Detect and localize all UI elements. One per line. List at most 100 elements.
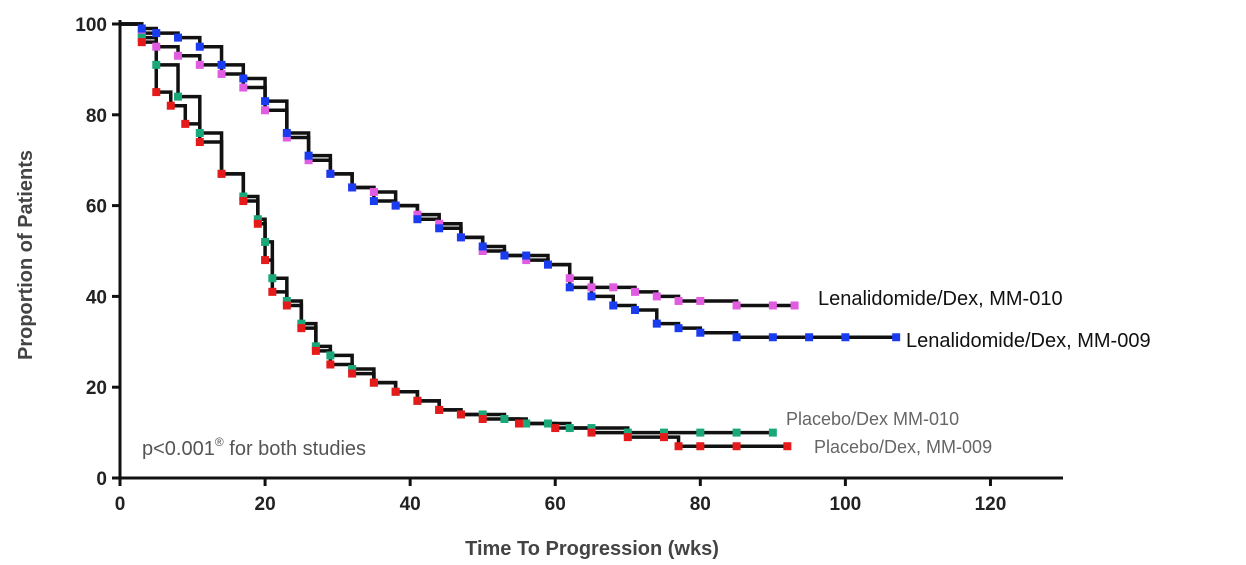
censor-mark-len-010 [522,256,531,265]
censor-mark-plc-009 [674,442,683,451]
censor-mark-plc-009 [311,346,320,355]
censor-mark-len-009 [841,333,850,342]
censor-mark-plc-009 [369,378,378,387]
x-tick-label: 0 [115,494,126,515]
censor-mark-len-010 [478,247,487,255]
censor-mark-len-009 [565,283,574,292]
y-tick-label: 80 [86,106,107,127]
censor-mark-plc-009 [391,387,400,396]
censor-mark-plc-009 [253,219,262,228]
censor-mark-len-009 [696,328,705,337]
censor-mark-len-010 [732,301,741,310]
censor-mark-len-010 [565,274,574,283]
censor-mark-len-010 [413,210,422,219]
censor-mark-len-010 [152,42,161,51]
censor-mark-len-010 [631,287,640,296]
censor-mark-len-009 [261,97,270,106]
x-tick-label: 60 [545,494,566,515]
censor-mark-plc-009 [660,433,669,442]
censor-mark-plc-009 [551,424,560,433]
censor-mark-len-009 [239,74,248,83]
censor-mark-len-010 [217,69,226,78]
censor-mark-len-009 [805,333,814,342]
censor-mark-plc-009 [456,410,465,419]
censor-mark-plc-009 [282,301,291,310]
x-tick-label: 40 [400,494,421,515]
series-labels: Lenalidomide/Dex, MM-010 Lenalidomide/De… [786,288,1151,457]
censor-mark-len-009 [195,42,204,51]
censor-mark-plc-009 [181,119,190,128]
censor-mark-len-010 [282,133,291,142]
x-tick-label: 100 [830,494,862,515]
series-label-plc-010: Placebo/Dex MM-010 [786,409,959,429]
censor-mark-len-009 [892,333,901,342]
x-tick-label: 20 [255,494,276,515]
censor-mark-plc-010 [152,60,161,69]
censor-mark-plc-009 [137,38,146,47]
censor-mark-plc-009 [166,101,175,110]
censor-mark-plc-009 [268,287,277,296]
censor-mark-len-009 [674,324,683,333]
censor-mark-len-009 [304,151,313,160]
censor-mark-plc-010 [660,428,669,437]
censor-mark-len-009 [282,128,291,137]
censor-mark-plc-009 [326,360,335,369]
censor-mark-len-010 [674,296,683,305]
y-axis-title: Proportion of Patients [15,150,37,360]
series-label-len-010: Lenalidomide/Dex, MM-010 [818,288,1063,310]
censor-mark-len-010 [609,283,618,292]
censor-mark-len-009 [587,292,596,301]
censor-mark-plc-010 [348,365,357,374]
censor-mark-plc-010 [311,342,320,351]
censor-mark-len-009 [413,215,422,224]
censor-mark-len-010 [790,301,799,310]
censor-mark-plc-009 [435,405,444,414]
censor-mark-plc-010 [261,237,270,246]
censor-mark-plc-009 [587,428,596,437]
censor-mark-len-010 [652,292,661,301]
censor-mark-plc-009 [623,433,632,442]
censor-mark-len-009 [326,169,335,178]
p-value-annotation: p<0.001® for both studies [142,435,366,460]
censor-mark-plc-010 [587,424,596,433]
censor-mark-len-009 [348,183,357,192]
y-tick-label: 100 [75,15,107,36]
censor-mark-plc-009 [297,324,306,333]
censor-mark-plc-009 [348,369,357,378]
censor-mark-len-010 [239,83,248,92]
censor-mark-len-009 [456,233,465,242]
censor-mark-plc-009 [478,414,487,423]
censor-mark-len-009 [217,60,226,69]
series-layer [120,22,901,451]
censor-mark-len-009 [500,251,509,260]
censor-mark-plc-010 [522,419,531,428]
censor-mark-plc-010 [282,296,291,305]
censor-mark-len-010 [369,187,378,196]
censor-mark-len-010 [768,301,777,310]
censor-mark-plc-009 [696,442,705,451]
censor-mark-len-010 [261,106,270,115]
censor-mark-len-009 [732,333,741,342]
censor-mark-plc-010 [174,92,183,101]
censor-mark-len-009 [543,260,552,269]
censor-mark-len-010 [137,29,146,38]
censor-mark-len-009 [369,197,378,206]
y-tick-label: 60 [86,197,107,218]
censor-mark-plc-010 [768,428,777,437]
censor-mark-plc-009 [239,197,248,206]
censor-mark-len-010 [435,219,444,228]
series-line-len-009 [120,22,897,340]
censor-mark-plc-010 [268,274,277,283]
censor-mark-plc-009 [261,256,270,265]
series-line-plc-009 [120,22,788,448]
censor-mark-plc-010 [195,128,204,137]
censor-mark-plc-010 [623,428,632,437]
censor-mark-plc-009 [152,88,161,97]
censor-mark-len-010 [587,283,596,292]
censor-mark-plc-010 [239,192,248,201]
censor-mark-len-009 [652,319,661,328]
censor-mark-len-009 [522,251,531,260]
censor-mark-plc-010 [500,414,509,423]
censor-mark-plc-009 [195,138,204,147]
